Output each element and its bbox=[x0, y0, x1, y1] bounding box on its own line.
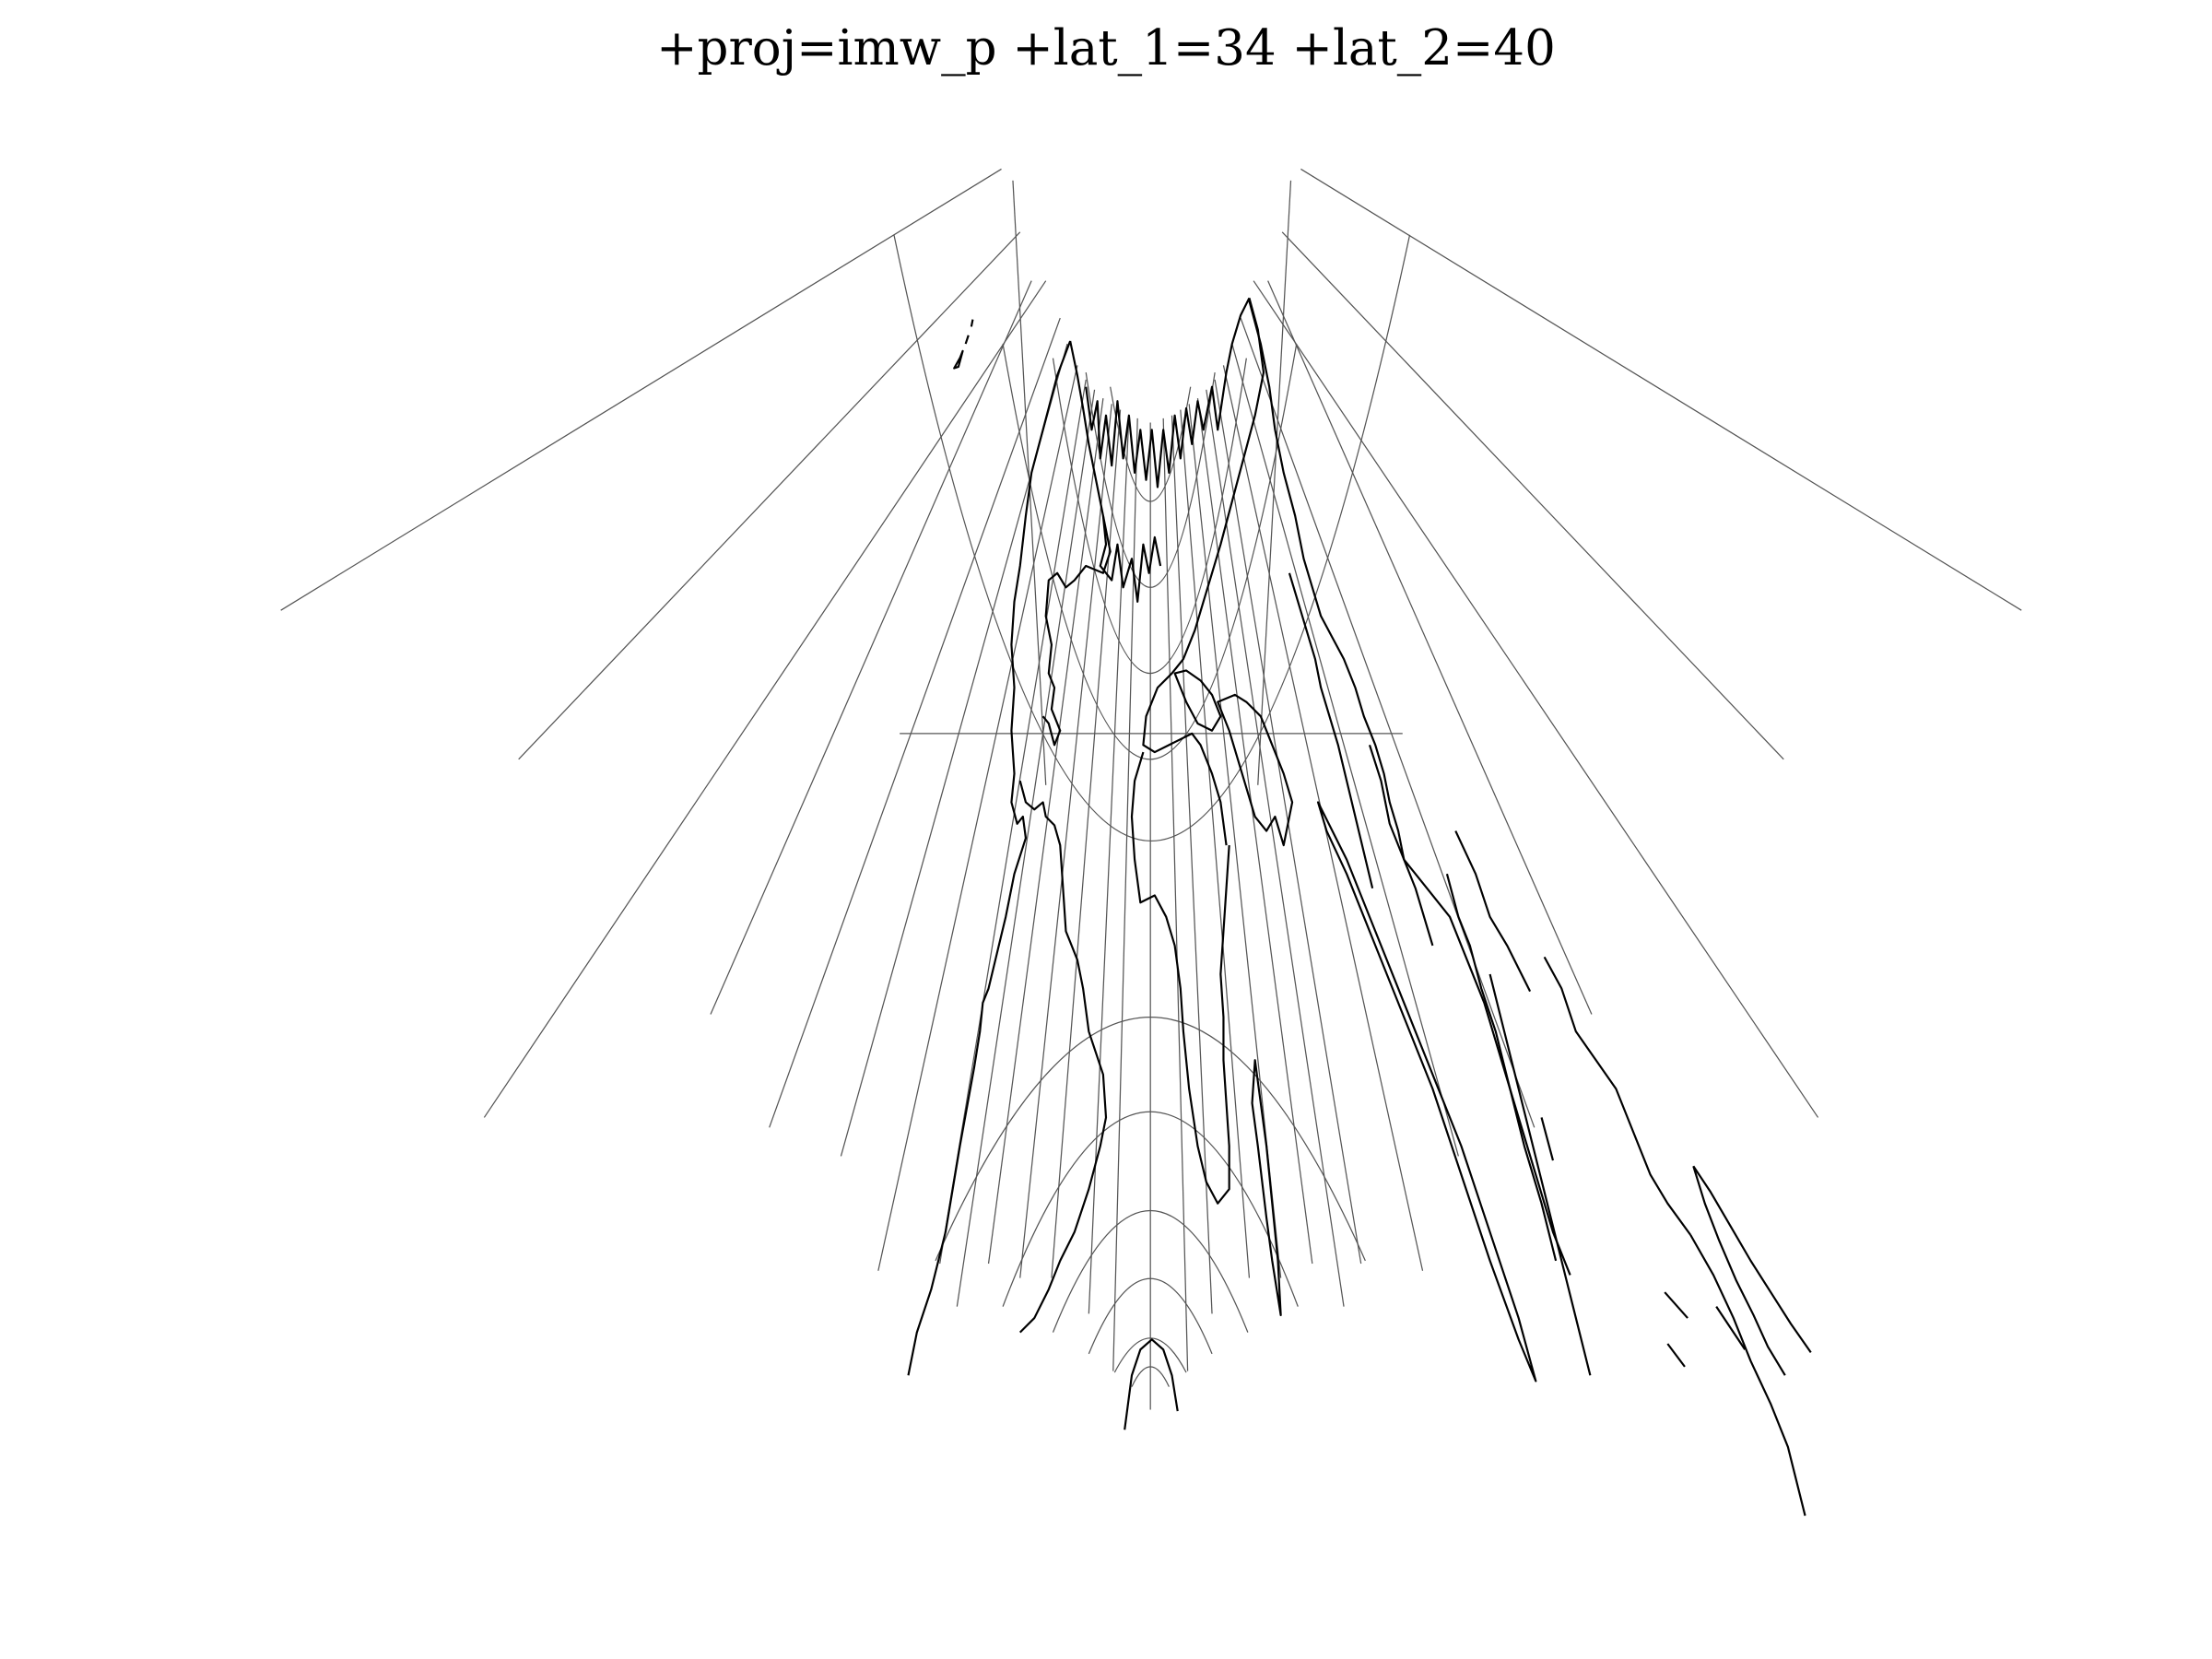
graticule-meridian bbox=[1257, 180, 1292, 785]
coastline-pacific-5 bbox=[1488, 973, 1592, 1376]
coastline-pacific-4 bbox=[1445, 873, 1558, 1262]
coastline-asia bbox=[1248, 300, 1434, 947]
coastline-nz-2 bbox=[1692, 1165, 1786, 1376]
coastline-pacific-7 bbox=[1689, 1234, 1806, 1516]
graticule-parallel bbox=[1113, 1337, 1187, 1373]
graticule-parallel bbox=[1131, 1366, 1170, 1387]
graticule-parallel bbox=[1052, 358, 1247, 675]
coastline-nz-1 bbox=[1692, 1165, 1812, 1353]
coastline-pacific-6 bbox=[1543, 956, 1692, 1236]
graticule-meridian bbox=[710, 280, 1032, 1015]
graticule-parallel bbox=[893, 234, 1411, 841]
graticule-meridian bbox=[1231, 343, 1459, 1157]
coastline-arctic bbox=[1085, 297, 1251, 488]
graticule-meridian bbox=[877, 365, 1078, 1271]
graticule-meridian bbox=[1019, 404, 1112, 1278]
coastline-central-america bbox=[1018, 780, 1108, 1334]
graticule-meridian bbox=[280, 168, 1002, 611]
graticule-meridian bbox=[1206, 389, 1345, 1307]
coastline-fragment bbox=[1540, 1117, 1555, 1161]
coastline-europe bbox=[1142, 298, 1265, 846]
graticule-parallel bbox=[1088, 1277, 1213, 1355]
graticule-meridian bbox=[1112, 418, 1138, 1371]
graticule-meridian bbox=[1162, 418, 1189, 1371]
graticule-meridian bbox=[1180, 409, 1251, 1278]
coastline-pacific-3 bbox=[1454, 830, 1532, 993]
coastline-pacific-2 bbox=[1368, 744, 1571, 1276]
graticule-parallel bbox=[1002, 1111, 1299, 1307]
coastline-fragment bbox=[1715, 1306, 1747, 1350]
graticule-meridian bbox=[987, 398, 1104, 1265]
graticule-meridian bbox=[1196, 398, 1313, 1265]
graticule-meridian bbox=[483, 280, 1047, 1118]
coastline-americas-east bbox=[1041, 340, 1112, 747]
graticule-meridian bbox=[1300, 168, 2022, 611]
map-title: +proj=imw_p +lat_1=34 +lat_2=40 bbox=[656, 20, 1556, 76]
graticule-meridian bbox=[956, 389, 1096, 1307]
coastline-island bbox=[953, 319, 974, 370]
coastline-arctic-2 bbox=[1099, 515, 1162, 603]
graticule-meridian bbox=[939, 379, 1087, 1265]
coastline-india bbox=[1217, 693, 1294, 847]
graticule-meridian bbox=[1171, 415, 1213, 1314]
graticule-meridian bbox=[769, 317, 1061, 1128]
graticule-meridian bbox=[518, 231, 1021, 760]
graticule-parallel bbox=[1002, 343, 1298, 760]
graticule bbox=[280, 168, 2022, 1410]
graticule-meridian bbox=[1281, 231, 1784, 760]
graticule-meridian bbox=[1240, 317, 1535, 1128]
coastline-fragment bbox=[1666, 1343, 1686, 1368]
coastline-antarctica bbox=[1124, 1338, 1179, 1430]
coastlines bbox=[907, 297, 1812, 1516]
graticule-meridian bbox=[1253, 280, 1819, 1118]
graticule-meridian bbox=[1267, 280, 1593, 1015]
coastline-fragment bbox=[1664, 1291, 1688, 1319]
graticule-parallel bbox=[1052, 1209, 1249, 1333]
graticule-parallel bbox=[1085, 372, 1216, 588]
coastline-arabia bbox=[1173, 669, 1222, 732]
coastline-africa bbox=[1130, 751, 1230, 1205]
coastline-madagascar bbox=[1251, 1059, 1282, 1317]
coastline-americas-west bbox=[907, 340, 1072, 1376]
graticule-parallel bbox=[935, 1017, 1366, 1262]
coastline-asia-2 bbox=[1288, 572, 1374, 888]
coastline-pacific-1 bbox=[1316, 801, 1537, 1382]
